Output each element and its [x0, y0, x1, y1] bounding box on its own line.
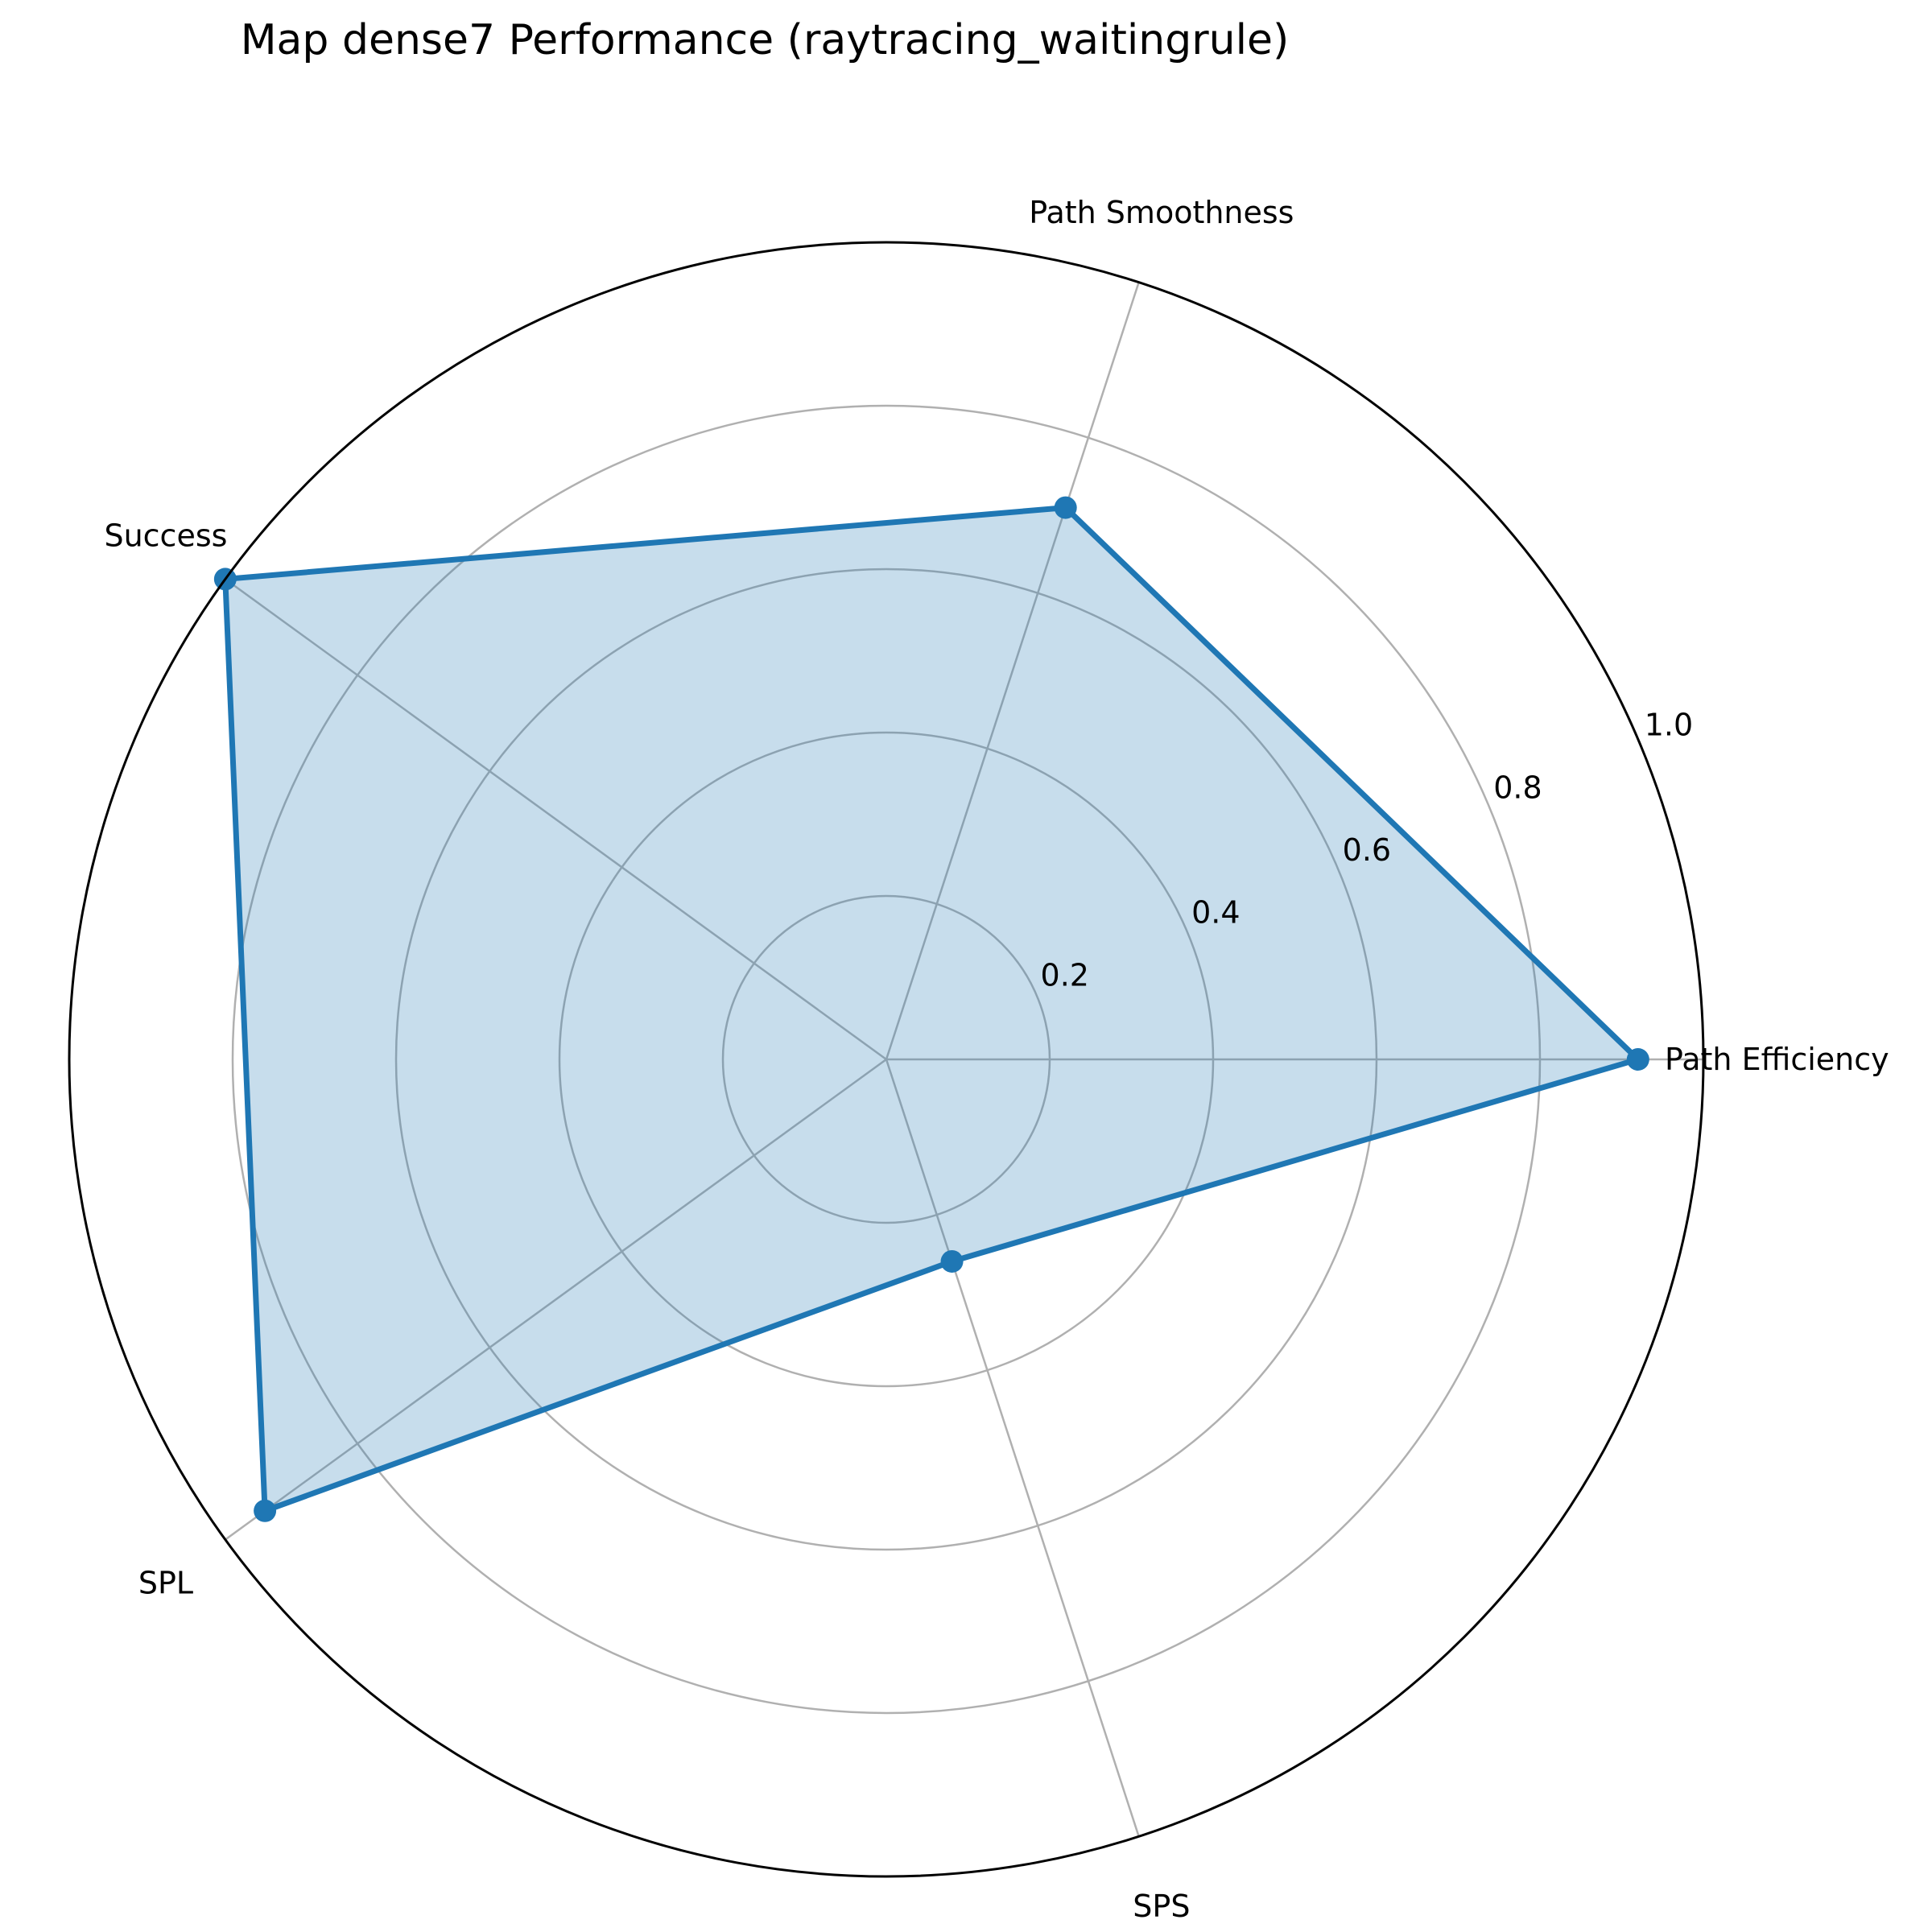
category-label: Path Smoothness — [1029, 195, 1294, 230]
angular-gridline — [885, 282, 1140, 1060]
category-label: SPL — [138, 1565, 193, 1600]
series-area — [225, 507, 1638, 1511]
polar-frame — [68, 241, 1705, 1878]
chart-title: Map dense7 Performance (raytracing_waiti… — [240, 16, 1290, 64]
category-label: Path Efficiency — [1665, 1042, 1889, 1077]
data-point — [254, 1499, 277, 1522]
radial-tick-label: 0.6 — [1343, 832, 1391, 868]
series-line — [222, 504, 1644, 1515]
category-label: Success — [104, 518, 227, 554]
radial-tick-label: 0.8 — [1493, 770, 1542, 805]
radial-tick-label: 0.4 — [1191, 895, 1240, 931]
category-label: SPS — [1133, 1889, 1190, 1924]
data-point — [1054, 496, 1077, 519]
angular-gridline — [225, 578, 887, 1061]
radial-tick-label: 1.0 — [1645, 708, 1693, 743]
angular-gridline — [225, 1058, 887, 1541]
angular-gridline — [885, 1059, 1140, 1837]
radial-tick-label: 0.2 — [1041, 957, 1089, 993]
data-point — [1626, 1048, 1649, 1071]
data-point — [940, 1249, 964, 1273]
